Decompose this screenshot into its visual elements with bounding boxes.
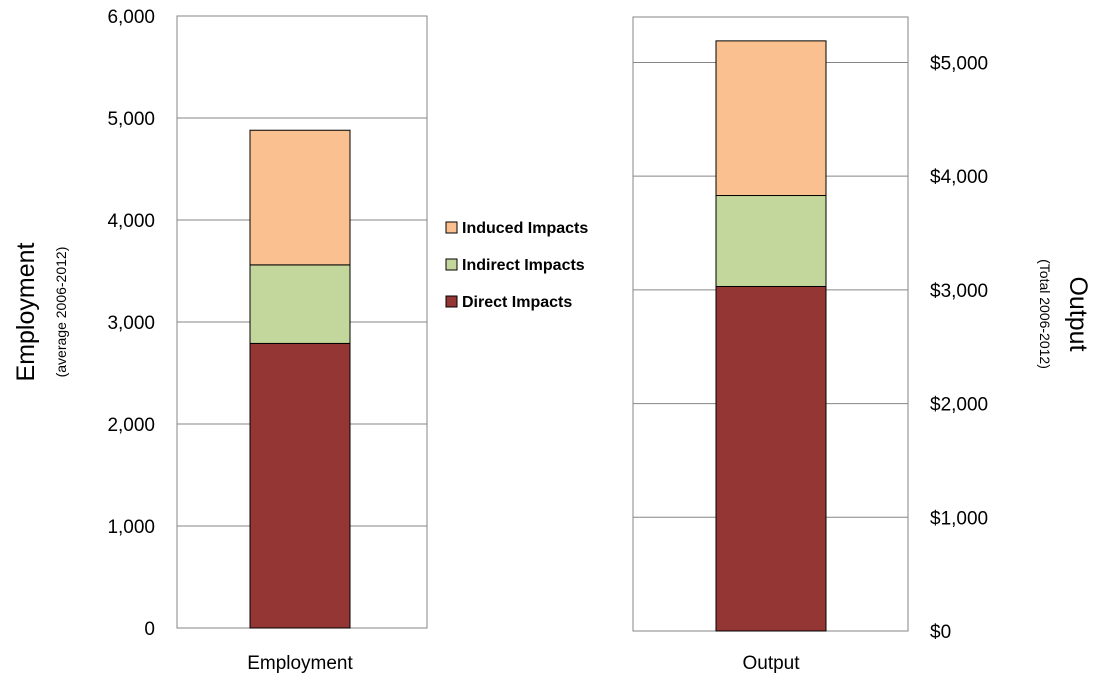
employment-axis-title: Employment (12, 242, 40, 381)
output-bar-direct-impacts (715, 285, 827, 632)
employment-chart: 0 1,000 2,000 3,000 4,000 5,000 6,000 Employmen… (12, 7, 428, 674)
output-axis-subtitle: (Total 2006-2012) (1037, 259, 1053, 369)
employment-bar-indirect-impacts (249, 264, 351, 344)
employment-bar-direct-impacts (249, 342, 351, 629)
legend-label-induced-impacts: Induced Impacts (462, 220, 588, 237)
output-tick-label-4000: $4,000 (930, 167, 988, 188)
employment-axis-subtitle: (average 2006-2012) (53, 247, 69, 378)
legend: Induced Impacts Indirect Impacts Direct Im… (445, 220, 588, 311)
output-tick-label-1000: $1,000 (930, 508, 988, 529)
output-tick-label-3000: $3,000 (930, 281, 988, 302)
legend-label-indirect-impacts: Indirect Impacts (462, 257, 585, 274)
legend-swatch-direct-impacts (445, 295, 458, 308)
output-tick-label-2000: $2,000 (930, 395, 988, 416)
employment-tick-label-5000: 5,000 (107, 109, 155, 130)
output-tick-label-5000: $5,000 (930, 53, 988, 74)
output-tick-label-0: $0 (930, 622, 951, 643)
output-bar-indirect-impacts (715, 195, 827, 287)
employment-bar-induced-impacts (249, 129, 351, 266)
employment-tick-label-3000: 3,000 (107, 313, 155, 334)
output-axis-title: Output (1064, 276, 1092, 351)
employment-tick-label-4000: 4,000 (107, 211, 155, 232)
employment-tick-label-0: 0 (144, 619, 155, 640)
output-category-label: Output (742, 653, 800, 674)
output-chart: $0 $1,000 $2,000 $3,000 $4,000 $5,000 Output Ou… (632, 16, 1092, 674)
employment-tick-label-2000: 2,000 (107, 415, 155, 436)
employment-tick-label-1000: 1,000 (107, 517, 155, 538)
output-bar-induced-impacts (715, 40, 827, 197)
legend-swatch-induced-impacts (445, 221, 458, 234)
employment-tick-label-6000: 6,000 (107, 7, 155, 28)
legend-label-direct-impacts: Direct Impacts (462, 294, 572, 311)
employment-category-label: Employment (247, 653, 353, 674)
legend-swatch-indirect-impacts (445, 258, 458, 271)
